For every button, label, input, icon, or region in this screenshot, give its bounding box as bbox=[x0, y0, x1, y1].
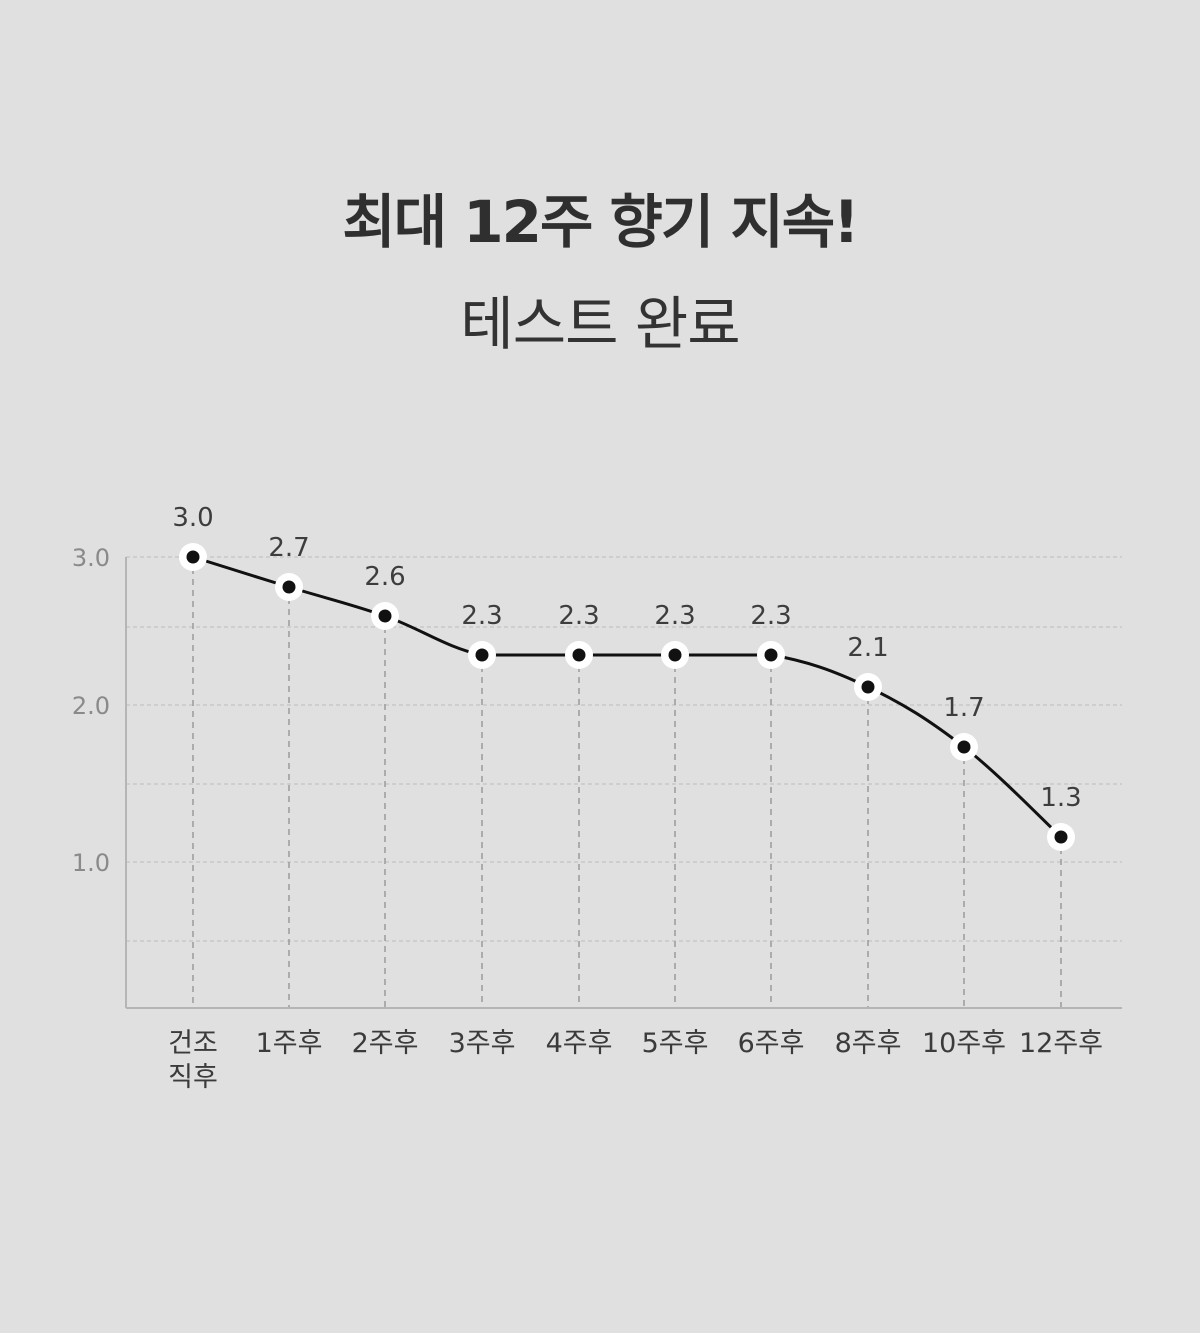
x-tick-label: 4주후 bbox=[546, 1028, 613, 1059]
x-tick-label: 8주후 bbox=[835, 1028, 902, 1059]
x-tick-label: 6주후 bbox=[738, 1028, 805, 1059]
data-label: 1.7 bbox=[943, 693, 984, 723]
x-tick-label: 10주후 bbox=[922, 1028, 1006, 1059]
y-tick-label: 1.0 bbox=[72, 849, 110, 877]
data-label: 2.3 bbox=[750, 601, 791, 631]
data-point bbox=[1054, 830, 1068, 844]
label-layer: 3.0 2.7 2.6 2.3 2.3 2.3 2.3 2.1 1.7 1.3 건조 직후 1주후 2주후… bbox=[168, 503, 1103, 1093]
x-tick-label: 2주후 bbox=[352, 1028, 419, 1059]
page-title: 최대 12주 향기 지속! bbox=[342, 188, 859, 256]
marker-layer bbox=[179, 543, 1075, 851]
x-tick-label: 5주후 bbox=[642, 1028, 709, 1059]
data-label: 1.3 bbox=[1040, 783, 1081, 813]
data-point bbox=[861, 680, 875, 694]
page-subtitle: 테스트 완료 bbox=[460, 290, 740, 358]
series-line bbox=[192, 555, 1063, 839]
data-point bbox=[378, 609, 392, 623]
axis-layer: 3.0 2.0 1.0 bbox=[72, 544, 1122, 1009]
x-tick-label: 1주후 bbox=[256, 1028, 323, 1059]
data-point bbox=[572, 648, 586, 662]
data-label: 2.3 bbox=[654, 601, 695, 631]
data-point bbox=[186, 550, 200, 564]
x-tick-label: 3주후 bbox=[449, 1028, 516, 1059]
data-point bbox=[764, 648, 778, 662]
y-tick-label: 2.0 bbox=[72, 692, 110, 720]
x-tick-label: 건조 직후 bbox=[168, 1028, 218, 1093]
grid-layer bbox=[126, 556, 1122, 1008]
data-point bbox=[282, 580, 296, 594]
data-label: 2.1 bbox=[847, 633, 888, 663]
data-point bbox=[957, 740, 971, 754]
data-label: 3.0 bbox=[172, 503, 213, 533]
data-point bbox=[475, 648, 489, 662]
data-label: 2.3 bbox=[461, 601, 502, 631]
line-layer bbox=[192, 555, 1063, 839]
data-label: 2.7 bbox=[268, 533, 309, 563]
data-label: 2.6 bbox=[364, 562, 405, 592]
x-tick-label: 12주후 bbox=[1019, 1028, 1103, 1059]
data-point bbox=[668, 648, 682, 662]
y-tick-label: 3.0 bbox=[72, 544, 110, 572]
data-label: 2.3 bbox=[558, 601, 599, 631]
